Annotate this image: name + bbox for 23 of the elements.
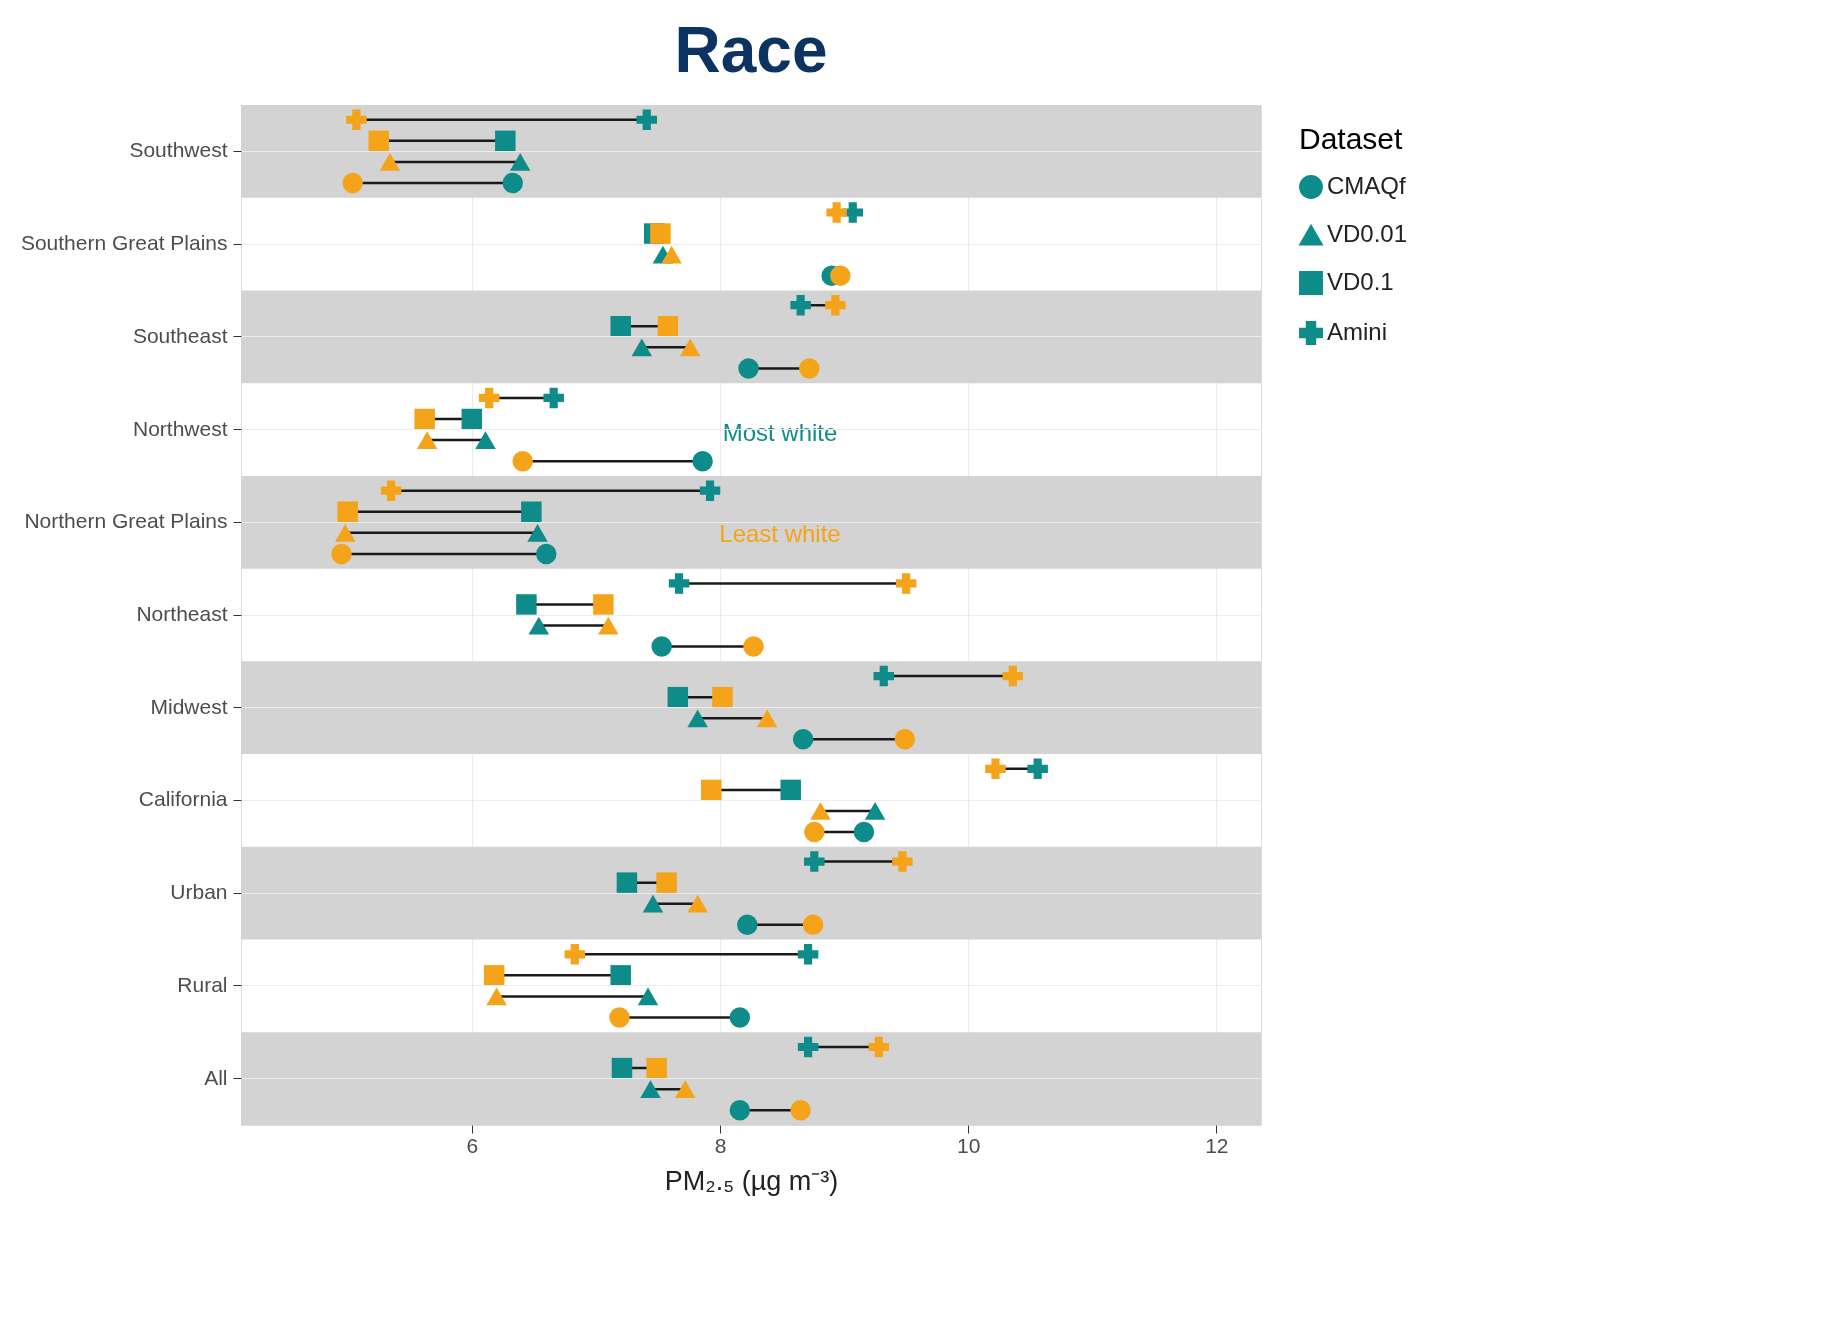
x-tick-label: 8 <box>714 1133 727 1157</box>
y-tick-label: Southeast <box>132 323 228 347</box>
y-tick-label: Northern Great Plains <box>24 509 228 533</box>
y-tick-label: Northeast <box>136 602 228 625</box>
chart-title: Race <box>674 14 828 86</box>
y-tick-label: All <box>204 1065 228 1089</box>
legend-title: Dataset <box>1299 122 1404 155</box>
x-tick-label: 6 <box>466 1133 479 1157</box>
x-tick-label: 10 <box>956 1133 981 1157</box>
y-tick-label: Southwest <box>129 138 228 162</box>
annotation: Least white <box>719 520 841 547</box>
legend-label: Amini <box>1327 318 1388 345</box>
y-tick-label: Urban <box>170 880 228 904</box>
y-tick-label: Southern Great Plains <box>20 231 228 255</box>
y-tick-label: Midwest <box>150 694 228 718</box>
x-axis-title: PM₂.₅ (µg m⁻³) <box>664 1165 839 1196</box>
x-tick-label: 12 <box>1205 1133 1229 1157</box>
y-tick-label: California <box>138 787 228 811</box>
legend-label: CMAQf <box>1327 172 1406 199</box>
y-tick-label: Northwest <box>132 416 228 440</box>
y-tick-label: Rural <box>177 972 228 996</box>
legend-label: VD0.1 <box>1327 268 1394 295</box>
legend-label: VD0.01 <box>1327 220 1408 247</box>
